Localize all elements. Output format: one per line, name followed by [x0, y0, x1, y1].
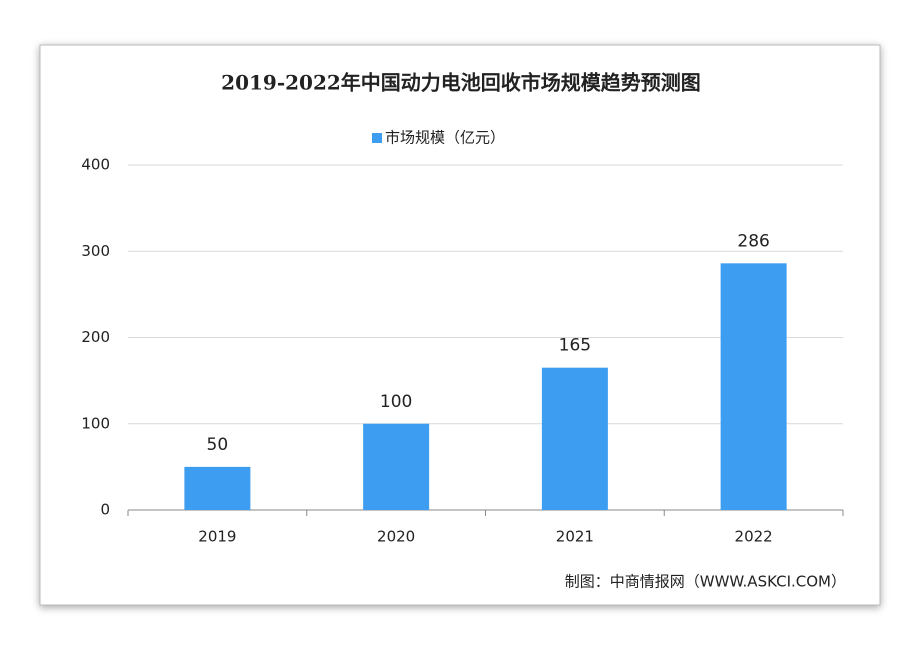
y-tick-label: 100 — [81, 414, 110, 432]
bar — [720, 263, 787, 510]
x-tick-label: 2021 — [556, 528, 594, 546]
bar — [184, 466, 251, 510]
data-label: 286 — [737, 231, 769, 251]
legend-swatch — [372, 133, 382, 143]
y-tick-label: 300 — [81, 242, 110, 260]
bar — [363, 423, 430, 510]
bar — [541, 367, 608, 510]
source-note: 制图：中商情报网（WWW.ASKCI.COM） — [565, 573, 846, 591]
data-label: 50 — [207, 435, 229, 455]
chart-title: 2019-2022年中国动力电池回收市场规模趋势预测图 — [221, 71, 701, 95]
legend-label: 市场规模（亿元） — [385, 129, 505, 147]
y-tick-label: 400 — [81, 156, 110, 174]
y-tick-label: 200 — [81, 328, 110, 346]
data-label: 100 — [380, 392, 412, 412]
x-tick-label: 2020 — [377, 528, 415, 546]
x-tick-label: 2022 — [735, 528, 773, 546]
y-tick-label: 0 — [100, 501, 110, 519]
x-tick-label: 2019 — [198, 528, 236, 546]
data-label: 165 — [559, 336, 591, 356]
